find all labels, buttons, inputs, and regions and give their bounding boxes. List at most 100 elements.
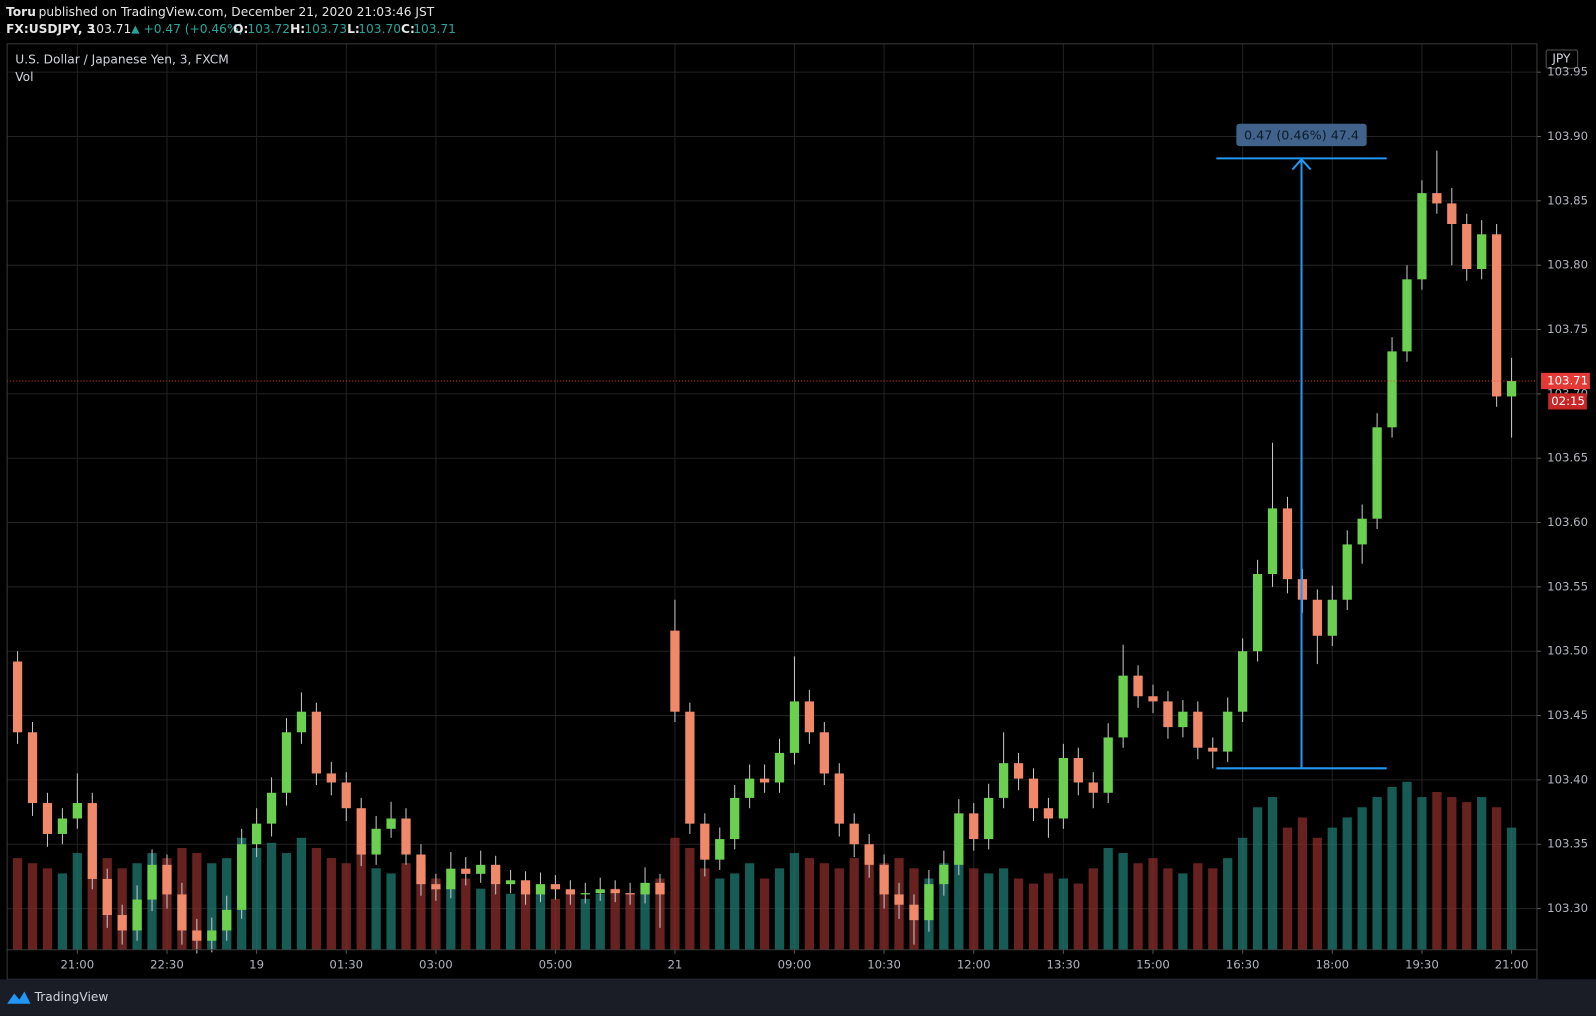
volume-bar [371, 868, 381, 950]
candle-body [117, 915, 127, 931]
x-tick-label: 10:30 [867, 958, 901, 972]
y-tick-label: 103.95 [1547, 65, 1588, 79]
candle-body [789, 701, 800, 753]
candle-body [1447, 203, 1457, 225]
tradingview-logo[interactable]: TradingView [7, 990, 108, 1004]
volume-bar [1417, 797, 1427, 950]
volume-bar [685, 847, 695, 950]
candle-body [1043, 808, 1054, 819]
candle-body [162, 864, 172, 895]
volume-bar [491, 883, 501, 950]
volume-bar [1223, 858, 1233, 950]
x-tick-label: 16:30 [1226, 958, 1260, 972]
volume-bar [1058, 878, 1069, 950]
x-tick-label: 15:00 [1136, 958, 1170, 972]
volume-bar [505, 893, 516, 950]
measure-label-box [1236, 123, 1367, 147]
candle-body [207, 930, 217, 941]
volume-bar [326, 858, 336, 950]
last-price-tag [1541, 372, 1590, 390]
volume-bar [1073, 883, 1083, 950]
candle-body [894, 894, 904, 905]
volume-bar [207, 863, 217, 950]
volume-bar [1267, 797, 1278, 950]
ohlc-value: 103.72 [247, 22, 290, 36]
candle-body [446, 868, 456, 890]
ohlc-value: 103.70 [358, 22, 401, 36]
candle-body [1073, 758, 1083, 783]
volume-bar [834, 868, 844, 950]
chart-title: U.S. Dollar / Japanese Yen, 3, FXCM [15, 53, 229, 67]
candle-body [595, 889, 605, 894]
candle-body [57, 818, 68, 834]
candle-body [386, 818, 396, 829]
candle-body [401, 818, 411, 855]
countdown-label: 02:15 [1551, 394, 1585, 408]
candle-body [730, 797, 740, 840]
candle-body [1282, 508, 1293, 580]
candle-body [371, 828, 381, 855]
candle-body [12, 661, 23, 733]
volume-bar [356, 853, 366, 950]
volume-bar [386, 873, 396, 950]
volume-bar [520, 888, 531, 950]
candle-body [1417, 193, 1427, 280]
y-tick-label: 103.55 [1547, 579, 1588, 593]
x-tick-label: 21:00 [1495, 958, 1529, 972]
volume-bar [476, 888, 486, 950]
candle-body [1462, 224, 1472, 270]
candle-body [1238, 651, 1248, 712]
volume-bar [431, 878, 441, 950]
candle-body [1223, 711, 1233, 752]
volume-bar [12, 858, 23, 950]
candle-body [1477, 234, 1487, 270]
candle-body [237, 844, 247, 910]
volume-bar [1506, 827, 1517, 950]
header-change: +0.47 (+0.46%) [144, 22, 244, 36]
x-tick-label: 03:00 [419, 958, 453, 972]
currency-box[interactable] [1545, 49, 1579, 69]
volume-bar [1477, 797, 1487, 950]
x-tick-label: 12:00 [957, 958, 991, 972]
volume-bar [446, 883, 456, 950]
x-tick-label: 22:30 [150, 958, 184, 972]
y-tick-label: 103.85 [1547, 193, 1588, 207]
volume-bar [1372, 797, 1382, 950]
volume-bar [1252, 807, 1263, 950]
published-line: published on TradingView.com, December 2… [39, 5, 435, 19]
volume-bar [774, 868, 785, 950]
y-tick-label: 103.40 [1547, 772, 1588, 786]
ohlc-label: H: [290, 22, 305, 36]
candle-body [341, 782, 351, 809]
volume-bar [192, 853, 202, 950]
candle-body [356, 808, 366, 855]
candle-body [640, 882, 650, 895]
x-tick-label: 13:30 [1047, 958, 1081, 972]
candle-body [1252, 574, 1263, 652]
volume-bar [700, 868, 710, 950]
volume-bar [969, 868, 979, 950]
candle-body [296, 711, 307, 733]
candle-body [700, 823, 710, 860]
volume-bar [1193, 863, 1203, 950]
volume-bar [580, 898, 590, 950]
candle-body [625, 893, 635, 895]
candle-body [147, 864, 157, 900]
candle-body [491, 864, 501, 885]
candle-body [1058, 758, 1069, 819]
volume-bar [251, 847, 262, 950]
candle-body [715, 839, 725, 860]
volume-bar [341, 863, 351, 950]
candle-body [655, 882, 665, 895]
y-tick-label: 103.75 [1547, 322, 1588, 336]
volume-bar [1118, 853, 1128, 950]
volume-bar [416, 868, 426, 950]
ohlc-value: 103.73 [304, 22, 347, 36]
candle-body [416, 854, 426, 885]
grid [7, 43, 1537, 950]
volume-bar [954, 858, 964, 950]
candle-body [864, 844, 874, 865]
countdown-tag [1548, 393, 1587, 410]
candle-body [969, 813, 979, 840]
volume-bar [1447, 797, 1457, 950]
